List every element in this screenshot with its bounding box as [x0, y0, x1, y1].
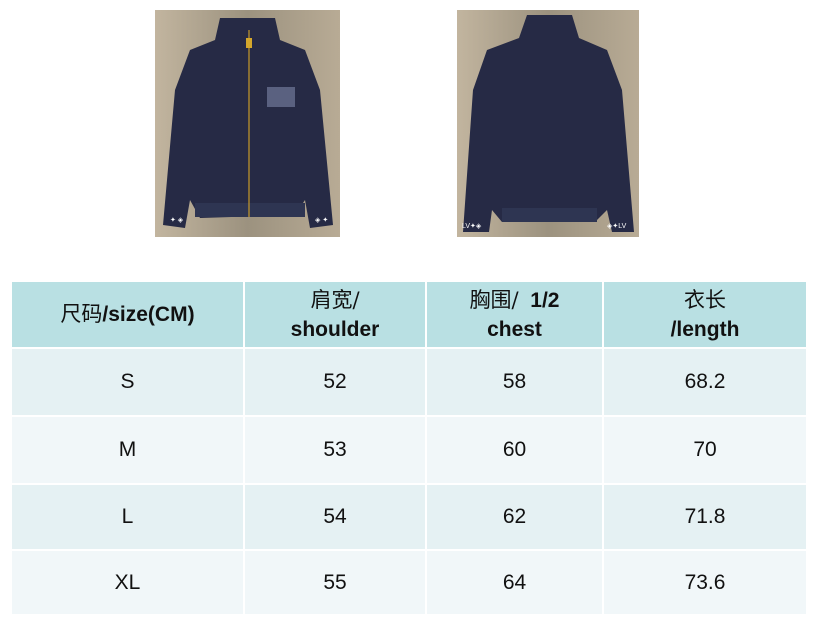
table-row: S 52 58 68.2 [12, 349, 806, 415]
table-cell: 58 [427, 349, 602, 415]
table-row: XL 55 64 73.6 [12, 551, 806, 614]
header-shoulder: 肩宽/shoulder [245, 282, 425, 347]
svg-text:◈ ✦: ◈ ✦ [315, 216, 328, 224]
table-cell: S [12, 349, 243, 415]
table-cell: M [12, 417, 243, 483]
table-cell: 53 [245, 417, 425, 483]
table-cell: 54 [245, 485, 425, 549]
table-cell: 55 [245, 551, 425, 614]
size-chart-table: 尺码/size(CM) 肩宽/shoulder 胸围/ 1/2 chest 衣长 /… [10, 280, 808, 616]
header-chest-half: 1/2 [530, 288, 560, 312]
header-size-cjk: 尺码 [60, 302, 103, 326]
table-row: M 53 60 70 [12, 417, 806, 483]
table-cell: L [12, 485, 243, 549]
header-size: 尺码/size(CM) [12, 282, 243, 347]
table-cell: 62 [427, 485, 602, 549]
svg-text:✦ ◈: ✦ ◈ [170, 216, 184, 224]
header-chest-en: chest [487, 317, 542, 341]
header-chest-cjk: 胸围/ [469, 287, 519, 312]
table-cell: 73.6 [604, 551, 806, 614]
table-cell: 52 [245, 349, 425, 415]
header-length-cjk: 衣长 [684, 287, 726, 312]
header-size-en: /size(CM) [102, 303, 195, 326]
jacket-front-photo: ✦ ◈ ◈ ✦ [155, 10, 340, 237]
header-shoulder-en: shoulder [290, 317, 380, 341]
table-cell: XL [12, 551, 243, 614]
table-cell: 68.2 [604, 349, 806, 415]
table-cell: 64 [427, 551, 602, 614]
table-cell: 60 [427, 417, 602, 483]
svg-text:LV✦◈: LV✦◈ [462, 222, 482, 230]
table-header-row: 尺码/size(CM) 肩宽/shoulder 胸围/ 1/2 chest 衣长 /… [12, 282, 806, 347]
header-chest: 胸围/ 1/2 chest [427, 282, 602, 347]
header-shoulder-cjk: 肩宽/ [310, 287, 360, 312]
header-length: 衣长/length [604, 282, 806, 347]
header-length-en: /length [670, 317, 740, 341]
svg-text:◈✦LV: ◈✦LV [607, 222, 627, 230]
table-row: L 54 62 71.8 [12, 485, 806, 549]
jacket-back-photo: LV✦◈ ◈✦LV [457, 10, 639, 237]
table-cell: 71.8 [604, 485, 806, 549]
table-cell: 70 [604, 417, 806, 483]
